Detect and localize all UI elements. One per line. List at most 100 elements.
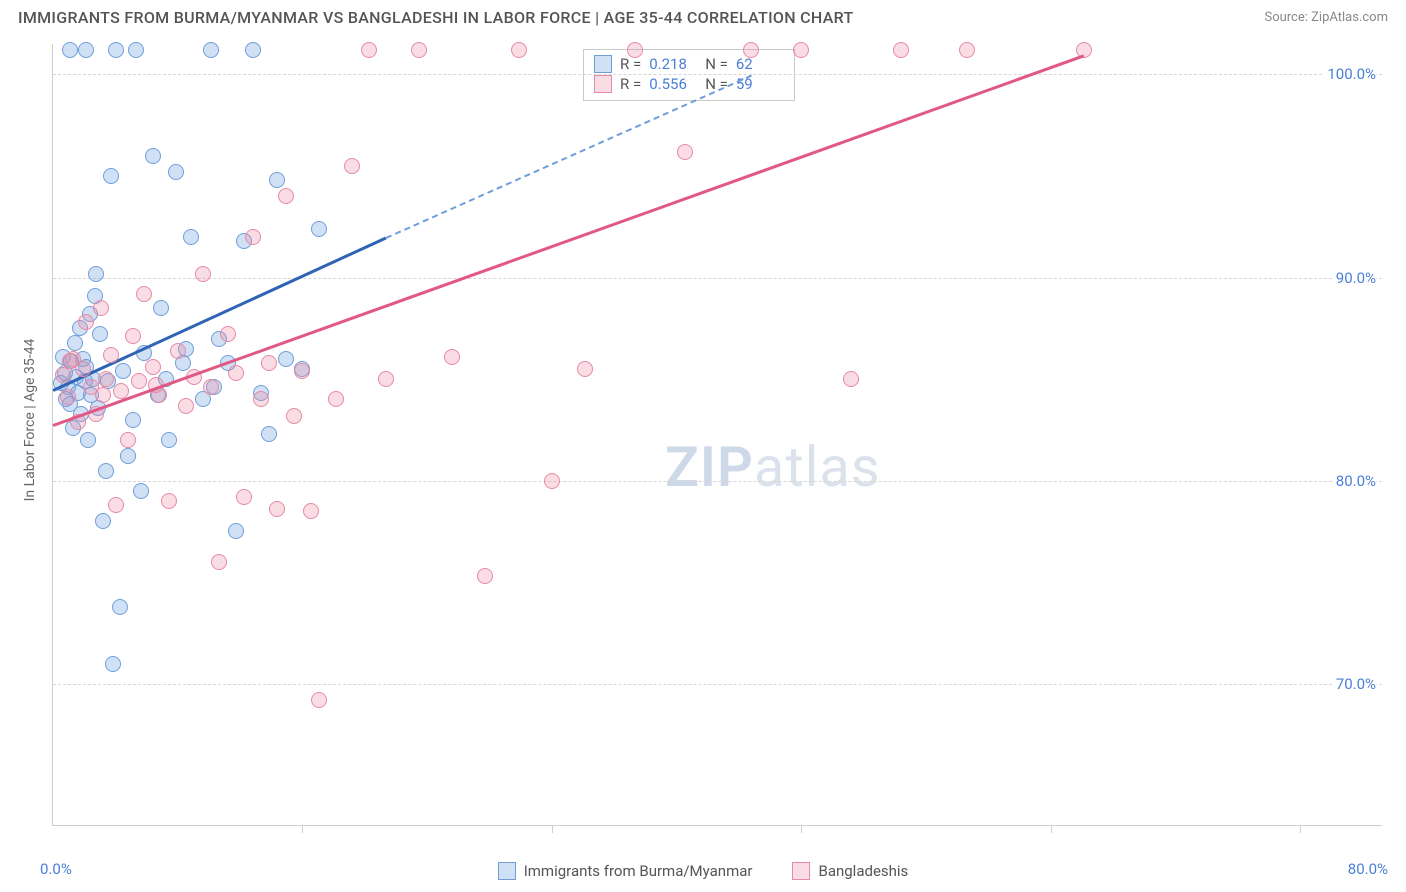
scatter-point-bangladeshi xyxy=(220,326,236,342)
scatter-point-burma xyxy=(98,463,114,479)
stats-row-burma: R = 0.218 N = 62 xyxy=(594,54,784,74)
scatter-point-bangladeshi xyxy=(228,365,244,381)
y-tick-label: 90.0% xyxy=(1332,269,1376,287)
scatter-point-bangladeshi xyxy=(843,371,859,387)
scatter-point-burma xyxy=(108,42,124,58)
scatter-point-bangladeshi xyxy=(577,361,593,377)
scatter-point-bangladeshi xyxy=(278,188,294,204)
scatter-point-burma xyxy=(269,172,285,188)
gridline-h xyxy=(53,684,1382,685)
scatter-point-burma xyxy=(278,351,294,367)
scatter-point-burma xyxy=(311,221,327,237)
scatter-point-bangladeshi xyxy=(269,501,285,517)
scatter-point-bangladeshi xyxy=(62,353,78,369)
chart-header: IMMIGRANTS FROM BURMA/MYANMAR VS BANGLAD… xyxy=(0,0,1406,31)
scatter-point-burma xyxy=(80,432,96,448)
plot-area: ZIPatlas R =0.218N =62R =0.556N =59 70.0… xyxy=(52,44,1382,826)
scatter-point-bangladeshi xyxy=(361,42,377,58)
scatter-point-bangladeshi xyxy=(120,432,136,448)
scatter-point-bangladeshi xyxy=(178,398,194,414)
n-label: N = xyxy=(705,55,728,73)
watermark-light: atlas xyxy=(754,434,881,500)
n-value: 62 xyxy=(736,55,784,73)
r-value: 0.218 xyxy=(649,55,697,73)
scatter-point-burma xyxy=(133,483,149,499)
scatter-point-bangladeshi xyxy=(544,473,560,489)
scatter-point-bangladeshi xyxy=(511,42,527,58)
scatter-point-bangladeshi xyxy=(60,389,76,405)
scatter-point-bangladeshi xyxy=(161,493,177,509)
scatter-point-bangladeshi xyxy=(378,371,394,387)
x-tick xyxy=(801,825,802,833)
scatter-point-burma xyxy=(120,448,136,464)
scatter-point-bangladeshi xyxy=(677,144,693,160)
scatter-point-bangladeshi xyxy=(195,266,211,282)
scatter-point-bangladeshi xyxy=(131,373,147,389)
x-tick xyxy=(1051,825,1052,833)
scatter-point-bangladeshi xyxy=(444,349,460,365)
scatter-point-bangladeshi xyxy=(261,355,277,371)
watermark: ZIPatlas xyxy=(665,434,881,500)
gridline-h xyxy=(53,74,1382,75)
x-tick-min: 0.0% xyxy=(40,860,72,878)
scatter-point-burma xyxy=(88,266,104,282)
scatter-point-burma xyxy=(95,513,111,529)
legend-swatch-burma xyxy=(498,862,516,880)
legend-item-bangladeshi: Bangladeshis xyxy=(792,862,908,880)
legend-item-burma: Immigrants from Burma/Myanmar xyxy=(498,862,753,880)
r-label: R = xyxy=(620,55,641,73)
gridline-h xyxy=(53,278,1382,279)
chart-source: Source: ZipAtlas.com xyxy=(1264,10,1388,25)
r-value: 0.556 xyxy=(649,75,697,93)
watermark-bold: ZIP xyxy=(665,434,754,500)
scatter-point-burma xyxy=(161,432,177,448)
scatter-point-bangladeshi xyxy=(55,367,71,383)
x-tick xyxy=(302,825,303,833)
scatter-point-burma xyxy=(112,599,128,615)
scatter-point-burma xyxy=(62,42,78,58)
r-label: R = xyxy=(620,75,641,93)
scatter-point-bangladeshi xyxy=(311,692,327,708)
scatter-point-burma xyxy=(92,326,108,342)
scatter-point-burma xyxy=(67,335,83,351)
chart-title: IMMIGRANTS FROM BURMA/MYANMAR VS BANGLAD… xyxy=(18,8,854,27)
swatch-bangladeshi xyxy=(594,75,612,93)
scatter-point-bangladeshi xyxy=(145,359,161,375)
swatch-burma xyxy=(594,55,612,73)
scatter-point-burma xyxy=(183,229,199,245)
scatter-point-bangladeshi xyxy=(793,42,809,58)
scatter-point-bangladeshi xyxy=(893,42,909,58)
scatter-point-burma xyxy=(125,412,141,428)
scatter-point-burma xyxy=(261,426,277,442)
x-tick xyxy=(1300,825,1301,833)
scatter-point-bangladeshi xyxy=(236,489,252,505)
scatter-point-bangladeshi xyxy=(245,229,261,245)
gridline-h xyxy=(53,481,1382,482)
stats-row-bangladeshi: R =0.556N =59 xyxy=(594,74,784,94)
scatter-point-bangladeshi xyxy=(303,503,319,519)
x-tick-max: 80.0% xyxy=(1348,860,1388,878)
scatter-point-bangladeshi xyxy=(286,408,302,424)
y-tick-label: 80.0% xyxy=(1332,472,1376,490)
scatter-point-burma xyxy=(153,300,169,316)
scatter-point-bangladeshi xyxy=(627,42,643,58)
x-tick xyxy=(552,825,553,833)
scatter-point-bangladeshi xyxy=(78,314,94,330)
scatter-point-burma xyxy=(203,42,219,58)
scatter-point-bangladeshi xyxy=(75,361,91,377)
scatter-point-bangladeshi xyxy=(136,286,152,302)
scatter-point-burma xyxy=(168,164,184,180)
scatter-point-burma xyxy=(145,148,161,164)
scatter-point-bangladeshi xyxy=(411,42,427,58)
scatter-point-bangladeshi xyxy=(294,363,310,379)
scatter-point-bangladeshi xyxy=(108,497,124,513)
trend-line-dash xyxy=(385,75,752,239)
legend-label: Immigrants from Burma/Myanmar xyxy=(524,862,753,880)
y-tick-label: 100.0% xyxy=(1323,65,1376,83)
scatter-point-burma xyxy=(115,363,131,379)
scatter-point-burma xyxy=(78,42,94,58)
scatter-point-bangladeshi xyxy=(253,391,269,407)
legend-swatch-bangladeshi xyxy=(792,862,810,880)
scatter-point-bangladeshi xyxy=(211,554,227,570)
scatter-point-burma xyxy=(128,42,144,58)
